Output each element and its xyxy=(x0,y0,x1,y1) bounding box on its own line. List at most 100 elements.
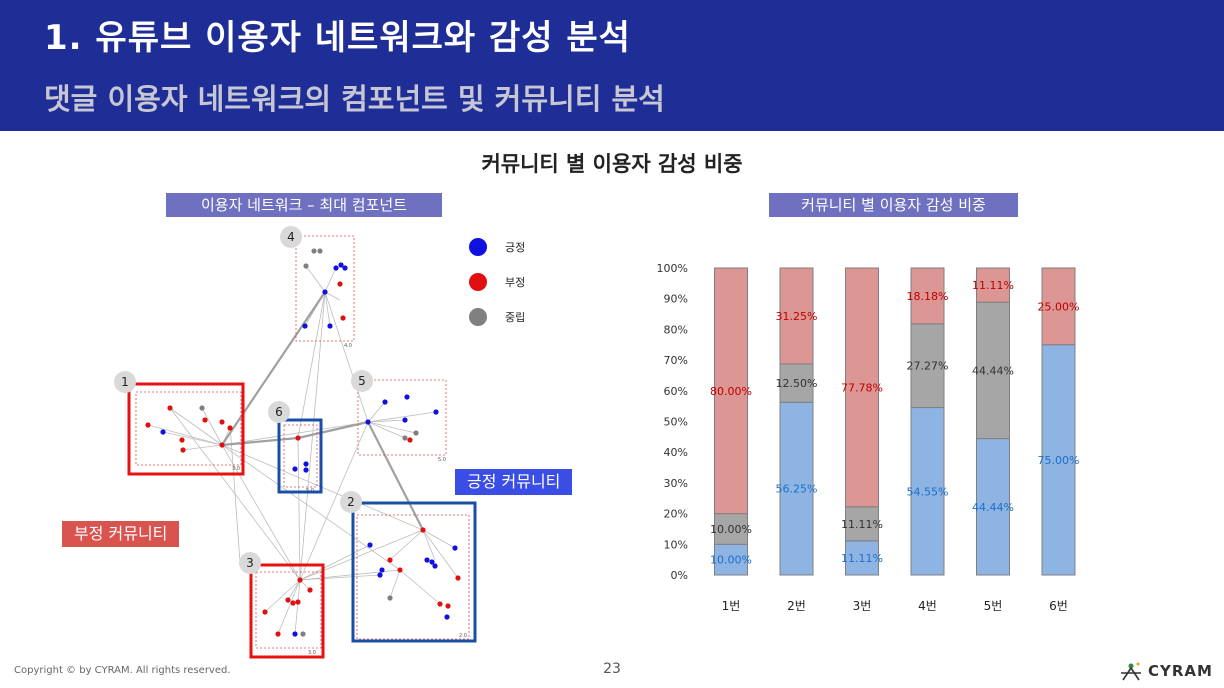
x-tick-label: 1번 xyxy=(722,599,741,613)
network-node xyxy=(202,417,208,423)
data-label-pos: 44.44% xyxy=(972,501,1014,514)
data-label-neg: 18.18% xyxy=(907,290,949,303)
network-node xyxy=(365,419,371,425)
data-label-pos: 75.00% xyxy=(1038,454,1080,467)
negative-community-label: 부정 커뮤니티 xyxy=(62,521,180,547)
data-label-neg: 31.25% xyxy=(776,310,818,323)
page-title: 1. 유튜브 이용자 네트워크와 감성 분석 xyxy=(44,18,631,58)
community-number-2: 2 xyxy=(347,495,355,509)
box-scale-label: 2.0 xyxy=(459,633,467,639)
network-node xyxy=(433,409,439,415)
network-node xyxy=(424,557,430,563)
community-number-4: 4 xyxy=(287,230,295,244)
bar-segment-pos xyxy=(714,543,748,576)
network-node xyxy=(337,281,343,287)
header-bar: 1. 유튜브 이용자 네트워크와 감성 분석 댓글 이용자 네트워크의 컴포넌트… xyxy=(0,0,1224,131)
network-node xyxy=(219,419,225,425)
box-scale-label: 3.0 xyxy=(232,466,240,472)
network-node xyxy=(300,631,306,637)
network-node xyxy=(311,248,317,254)
network-heavy-edges xyxy=(221,291,424,531)
data-label-neu: 10.00% xyxy=(710,523,752,536)
community-box-2 xyxy=(351,501,477,643)
community-box-6 xyxy=(277,418,323,494)
data-label-neg: 77.78% xyxy=(841,381,883,394)
network-node xyxy=(179,437,185,443)
community-number-6: 6 xyxy=(275,405,283,419)
network-node xyxy=(342,265,348,271)
network-legend: 긍정 부정 중립 xyxy=(469,238,525,326)
community-dotted-boxes xyxy=(135,235,470,649)
x-tick-label: 3번 xyxy=(853,599,872,613)
network-node xyxy=(379,567,385,573)
network-node xyxy=(227,425,233,431)
network-pill: 이용자 네트워크 – 최대 컴포넌트 xyxy=(166,193,442,217)
y-tick-label: 70% xyxy=(664,354,688,367)
network-node xyxy=(402,417,408,423)
network-node xyxy=(303,467,309,473)
community-box-3 xyxy=(249,563,325,659)
x-tick-label: 5번 xyxy=(984,599,1003,613)
chart-pill: 커뮤니티 별 이용자 감성 비중 xyxy=(769,193,1018,217)
bars: 10.00% 10.00% 80.00% 56.25% 12.50% 31.25% 11.1… xyxy=(710,267,1080,576)
network-node xyxy=(317,248,323,254)
data-label-neu: 27.27% xyxy=(907,360,949,373)
y-tick-label: 80% xyxy=(664,323,688,336)
network-node xyxy=(429,559,435,565)
network-node xyxy=(367,542,373,548)
network-node xyxy=(285,597,291,603)
network-node xyxy=(167,405,173,411)
network-node xyxy=(407,437,413,443)
data-label-pos: 11.11% xyxy=(841,552,883,565)
network-node xyxy=(180,447,186,453)
data-label-neg: 80.00% xyxy=(710,385,752,398)
data-label-neg: 25.00% xyxy=(1038,300,1080,313)
data-label-pos: 56.25% xyxy=(776,483,818,496)
network-node xyxy=(420,527,426,533)
legend-positive-label: 긍정 xyxy=(505,241,525,254)
data-label-neg: 11.11% xyxy=(972,279,1014,292)
network-node xyxy=(297,577,303,583)
network-node xyxy=(377,572,383,578)
community-box-1 xyxy=(127,382,245,476)
bar-segment-neu xyxy=(976,301,1010,440)
bar-segment-neu xyxy=(714,513,748,545)
network-node xyxy=(327,323,333,329)
bar-segment-neg xyxy=(910,267,945,325)
network-node xyxy=(219,442,225,448)
bar-segment-pos xyxy=(845,540,879,576)
network-node xyxy=(452,545,458,551)
bar-segment-neg xyxy=(845,267,879,508)
network-node xyxy=(340,315,346,321)
copyright: Copyright © by CYRAM. All rights reserve… xyxy=(14,665,231,676)
network-node xyxy=(444,614,450,620)
community-highlight-boxes xyxy=(127,382,477,659)
network-node xyxy=(445,603,451,609)
network-node xyxy=(303,263,309,269)
community-number-3: 3 xyxy=(246,556,254,570)
y-tick-label: 100% xyxy=(657,262,688,275)
data-label-neu: 44.44% xyxy=(972,364,1014,377)
y-tick-label: 20% xyxy=(664,508,688,521)
community-number-1: 1 xyxy=(121,375,129,389)
network-node xyxy=(295,599,301,605)
box-scale-label: 4.0 xyxy=(344,343,352,349)
x-tick-label: 2번 xyxy=(787,599,806,613)
network-node xyxy=(413,430,419,436)
network-node xyxy=(303,461,309,467)
bar-segment-pos xyxy=(976,438,1010,576)
network-node xyxy=(307,587,313,593)
bar-segment-pos xyxy=(779,401,814,576)
page-subtitle: 댓글 이용자 네트워크의 컴포넌트 및 커뮤니티 분석 xyxy=(44,82,665,116)
data-label-neu: 11.11% xyxy=(841,518,883,531)
box-scale-label: 3.0 xyxy=(308,650,316,656)
network-node xyxy=(382,399,388,405)
legend-negative-label: 부정 xyxy=(505,276,525,289)
y-tick-label: 40% xyxy=(664,446,688,459)
bar-segment-neg xyxy=(779,267,814,365)
community-number-badges: 4 1 5 6 2 3 xyxy=(114,226,373,574)
network-node xyxy=(199,405,205,411)
page-number: 23 xyxy=(603,661,621,677)
network-node xyxy=(292,631,298,637)
data-label-pos: 54.55% xyxy=(907,485,949,498)
